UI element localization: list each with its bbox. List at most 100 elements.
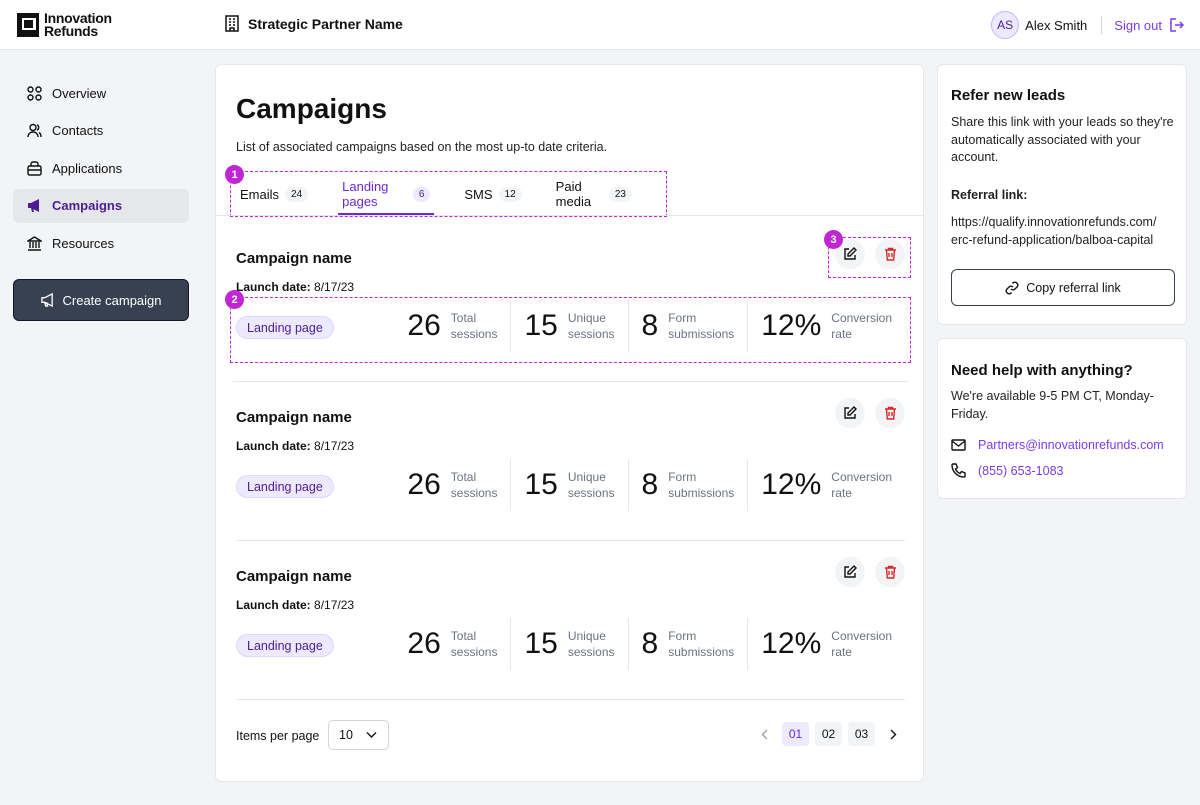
campaign-tabs: Emails 24 Landing pages 6 SMS 12 Paid me… xyxy=(230,171,667,217)
next-page-button[interactable] xyxy=(881,722,905,746)
tab-label: Landing pages xyxy=(342,179,389,209)
stat-value: 12% xyxy=(761,309,822,342)
copy-referral-link-button[interactable]: Copy referral link xyxy=(951,269,1175,306)
sidebar-item-label: Resources xyxy=(52,235,115,251)
megaphone-icon xyxy=(40,293,53,307)
tabs-divider xyxy=(216,215,923,216)
delete-button[interactable] xyxy=(875,239,905,269)
sidebar-item-label: Overview xyxy=(52,85,107,101)
tab-label: SMS xyxy=(464,186,493,202)
refer-title: Refer new leads xyxy=(951,87,1066,104)
sidebar-item-applications[interactable]: Applications xyxy=(13,151,189,185)
sidebar: Overview Contacts Applications Campaigns… xyxy=(13,76,189,321)
edit-icon xyxy=(844,565,857,578)
tab-count: 6 xyxy=(412,186,431,202)
logo-mark-icon xyxy=(17,13,39,37)
chevron-down-icon xyxy=(366,732,377,738)
referral-link[interactable]: https://qualify.innovationrefunds.com/ e… xyxy=(951,215,1157,247)
prev-page-button[interactable] xyxy=(752,722,776,746)
avatar[interactable]: AS xyxy=(991,11,1020,39)
edit-icon xyxy=(844,247,857,260)
trash-icon xyxy=(884,565,896,579)
campaign-row: Campaign name Launch date: 8/17/23 Landi… xyxy=(233,222,908,382)
campaign-row: Campaign name Launch date: 8/17/23 Landi… xyxy=(236,540,905,700)
campaign-type-badge: Landing page xyxy=(236,634,334,657)
sign-out-button[interactable]: Sign out xyxy=(1114,18,1184,33)
campaign-name: Campaign name xyxy=(236,409,352,426)
header-divider xyxy=(1101,16,1103,34)
logo-line-2: Refunds xyxy=(44,23,98,39)
tab-paid-media[interactable]: Paid media 23 xyxy=(556,172,632,216)
sidebar-item-label: Contacts xyxy=(52,123,104,138)
partner-name-label: Strategic Partner Name xyxy=(248,15,403,32)
campaign-type-badge: Landing page xyxy=(236,316,334,339)
campaign-name: Campaign name xyxy=(236,568,352,585)
briefcase-icon xyxy=(27,160,42,176)
page-button[interactable]: 02 xyxy=(815,722,842,746)
page-button[interactable]: 01 xyxy=(782,722,809,746)
chevron-left-icon xyxy=(761,729,767,739)
stat-total-sessions: 26 Total sessions xyxy=(407,468,498,501)
items-per-page-label: Items per page xyxy=(236,729,320,743)
help-title: Need help with anything? xyxy=(951,362,1133,379)
tab-emails[interactable]: Emails 24 xyxy=(240,172,309,216)
stat-form-submissions: 8 Form submissions xyxy=(627,300,748,352)
stat-unique-sessions: 15 Unique sessions xyxy=(510,618,627,670)
tab-count: 23 xyxy=(608,186,632,202)
sidebar-item-resources[interactable]: Resources xyxy=(13,226,189,260)
edit-button[interactable] xyxy=(835,398,865,428)
stat-value: 15 xyxy=(524,627,558,660)
trash-icon xyxy=(884,406,896,420)
edit-button[interactable] xyxy=(835,239,865,269)
sidebar-item-contacts[interactable]: Contacts xyxy=(13,114,189,148)
megaphone-icon xyxy=(28,199,39,212)
help-email[interactable]: Partners@innovationrefunds.com xyxy=(951,438,1164,452)
annotation-marker-3: 3 xyxy=(824,230,843,249)
trash-icon xyxy=(884,247,896,261)
tab-label: Emails xyxy=(240,186,280,202)
stat-form-submissions: 8 Form submissions xyxy=(627,618,748,670)
copy-referral-link-label: Copy referral link xyxy=(1026,280,1121,295)
annotation-marker-2: 2 xyxy=(225,290,244,309)
stat-form-submissions: 8 Form submissions xyxy=(627,459,748,511)
sidebar-item-campaigns[interactable]: Campaigns xyxy=(13,188,189,223)
grid-icon xyxy=(27,85,42,101)
tab-sms[interactable]: SMS 12 xyxy=(464,172,522,216)
user-area: AS Alex Smith Sign out xyxy=(991,11,1184,39)
edit-button[interactable] xyxy=(835,557,865,587)
link-icon xyxy=(1005,281,1019,294)
help-description: We're available 9-5 PM CT, Monday-Friday… xyxy=(951,389,1154,421)
partner-name: Strategic Partner Name xyxy=(224,15,403,32)
stat-conversion-rate: 12% Conversion rate xyxy=(747,618,905,670)
stat-conversion-rate: 12% Conversion rate xyxy=(747,300,905,352)
building-icon xyxy=(225,15,239,32)
delete-button[interactable] xyxy=(875,398,905,428)
stat-value: 26 xyxy=(407,468,441,501)
delete-button[interactable] xyxy=(875,557,905,587)
sidebar-item-overview[interactable]: Overview xyxy=(13,76,189,110)
tab-count: 12 xyxy=(498,186,522,202)
create-campaign-button[interactable]: Create campaign xyxy=(13,279,189,321)
page-subtitle: List of associated campaigns based on th… xyxy=(236,140,608,154)
logo[interactable]: Innovation Refunds xyxy=(17,11,112,39)
chevron-right-icon xyxy=(890,729,896,739)
tab-landing-pages[interactable]: Landing pages 6 xyxy=(338,172,435,216)
phone-icon xyxy=(951,463,966,478)
row-divider xyxy=(236,540,905,541)
stat-value: 15 xyxy=(524,468,558,501)
campaign-name: Campaign name xyxy=(236,250,352,267)
stat-unique-sessions: 15 Unique sessions xyxy=(510,459,627,511)
items-per-page-select[interactable]: 10 xyxy=(328,720,389,750)
stat-value: 15 xyxy=(524,309,558,342)
sign-out-label: Sign out xyxy=(1114,17,1162,33)
stat-value: 12% xyxy=(761,468,822,501)
stat-value: 12% xyxy=(761,627,822,660)
stat-value: 8 xyxy=(641,309,659,342)
referral-link-label: Referral link: xyxy=(951,188,1028,202)
help-phone[interactable]: (855) 653-1083 xyxy=(951,463,1063,478)
stat-unique-sessions: 15 Unique sessions xyxy=(510,300,627,352)
create-campaign-label: Create campaign xyxy=(62,292,162,308)
mail-icon xyxy=(951,439,966,451)
row-divider xyxy=(233,381,908,382)
page-button[interactable]: 03 xyxy=(848,722,875,746)
